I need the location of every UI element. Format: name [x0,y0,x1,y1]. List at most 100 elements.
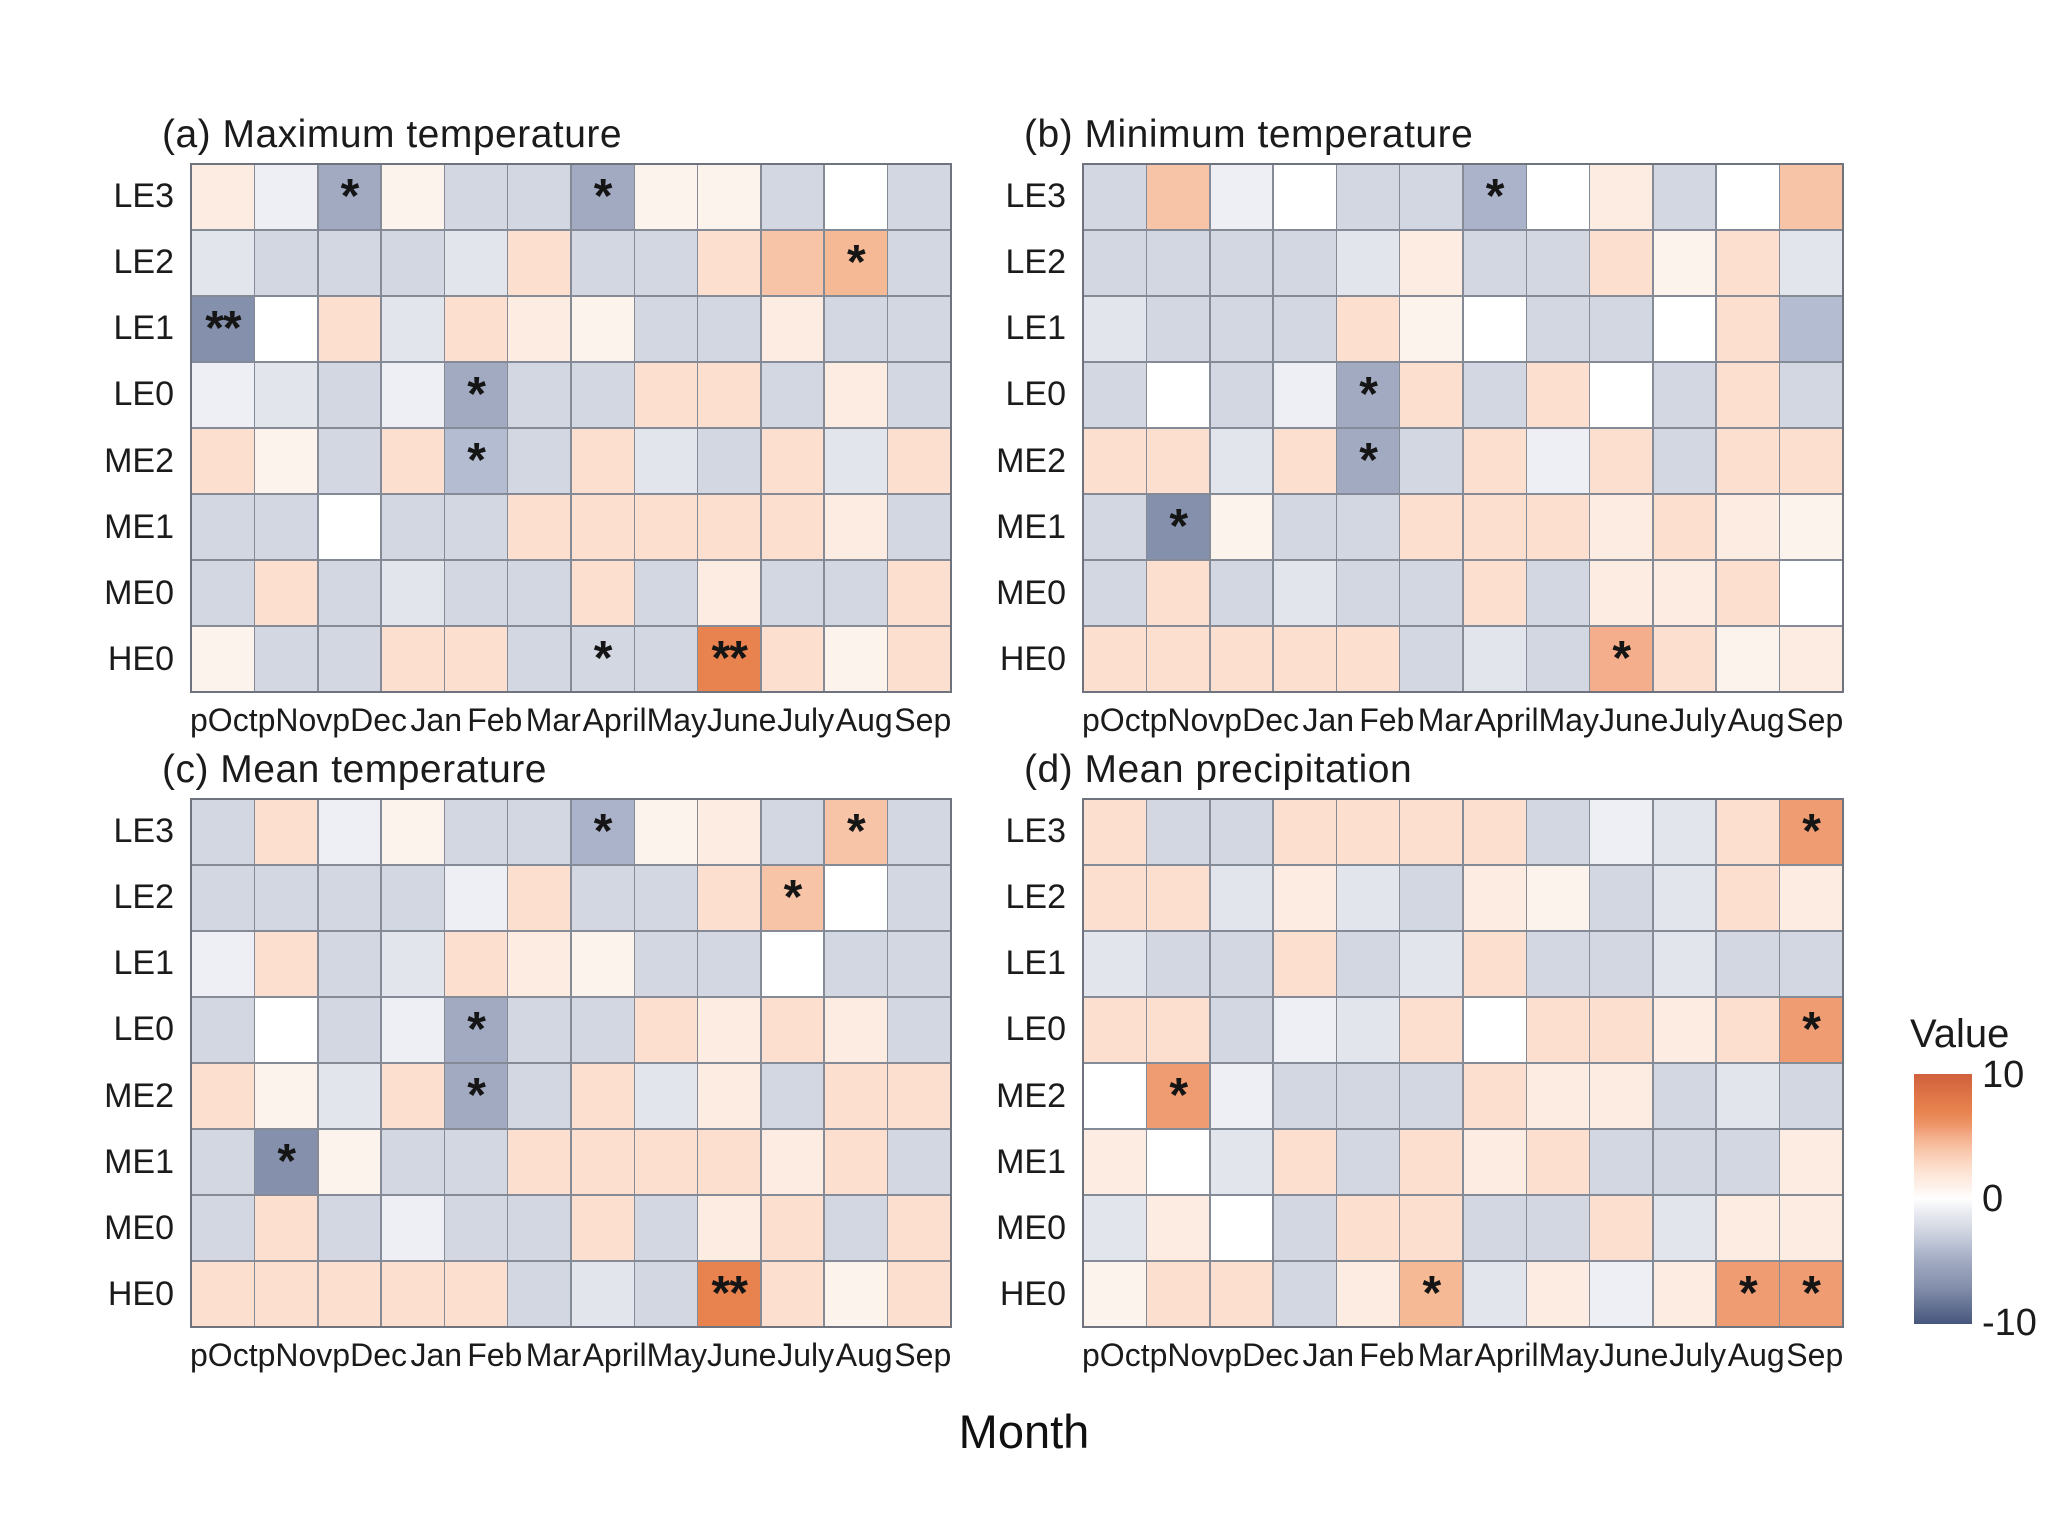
heatmap-cell [1084,1129,1146,1195]
heatmap-cell [1590,362,1653,428]
heatmap-cell [192,865,254,931]
heatmap-cell-significant: * [1590,626,1653,691]
heatmap-cell [1527,165,1589,230]
heatmap-cell [255,165,318,230]
heatmap-cell [1147,560,1210,626]
heatmap-grid-a: * * * ** * * * ** [190,163,952,693]
heatmap-cell [698,931,761,997]
heatmap-cell [255,296,318,362]
row-label: LE2 [113,877,175,916]
month-label: July [777,1336,835,1373]
heatmap-cell [1337,931,1399,997]
heatmap-cell [1273,1195,1336,1261]
heatmap-cell [571,1129,634,1195]
month-label: June [1599,701,1669,738]
heatmap-cell [1147,1129,1210,1195]
heatmap-cell [1653,230,1716,296]
month-label: Mar [525,701,581,738]
heatmap-cell [1716,1129,1779,1195]
heatmap-cell [1463,296,1526,362]
heatmap-cell [445,1261,507,1326]
heatmap-cell [508,230,571,296]
heatmap-cell [318,800,381,865]
heatmap-cell [635,1129,697,1195]
heatmap-cell-significant: * [445,362,507,428]
y-axis-row-labels: LE3 LE2 LE1 LE0 ME2 ME1 ME0 HE0 [996,798,1082,1328]
heatmap-cell [1084,1063,1146,1129]
heatmap-cell-significant: * [1400,1261,1463,1326]
heatmap-cell [1653,865,1716,931]
heatmap-cell [1337,800,1399,865]
month-label: pDec [1224,701,1299,738]
heatmap-cell [381,997,444,1063]
heatmap-cell [1337,296,1399,362]
heatmap-cell [571,1063,634,1129]
heatmap-cell [318,1195,381,1261]
heatmap-cell [1590,230,1653,296]
heatmap-cell [888,165,950,230]
month-label: pOct [190,701,258,738]
heatmap-cell [1273,931,1336,997]
heatmap-cell [1273,1129,1336,1195]
row-label: ME2 [104,441,174,480]
heatmap-cell [1653,494,1716,560]
heatmap-cell [1084,1195,1146,1261]
month-label: Aug [1727,701,1785,738]
heatmap-cell [1400,931,1463,997]
heatmap-cell [1084,362,1146,428]
month-label: Feb [467,1336,523,1373]
x-axis-title: Month [958,1405,1090,1458]
heatmap-cell [1716,931,1779,997]
panel-min-temperature: (b) Minimum temperature LE3 LE2 LE1 LE0 ME2 M… [996,113,1872,753]
row-label: HE0 [999,1275,1066,1314]
month-label: Feb [467,701,523,738]
heatmap-cell [1653,560,1716,626]
heatmap-cell [381,931,444,997]
heatmap-cell [635,296,697,362]
heatmap-cell [1527,626,1589,691]
row-label: ME1 [996,507,1066,546]
heatmap-cell [1210,560,1273,626]
month-label: Mar [1417,1336,1473,1373]
heatmap-cell [1147,165,1210,230]
heatmap-cell [508,362,571,428]
heatmap-cell [381,1129,444,1195]
heatmap-cell [508,626,571,691]
heatmap-cell [1780,1195,1842,1261]
heatmap-cell [824,1261,887,1326]
heatmap-cell [1273,560,1336,626]
heatmap-cell [1463,494,1526,560]
heatmap-cell [1780,1129,1842,1195]
heatmap-cell [1400,1195,1463,1261]
heatmap-cell [1527,428,1589,494]
heatmap-cell [1210,1261,1273,1326]
heatmap-cell [508,1261,571,1326]
heatmap-cell [888,626,950,691]
heatmap-cell [381,362,444,428]
x-axis-month-labels: pOct pNov pDec Jan Feb Mar April May June July Aug… [190,1334,952,1376]
heatmap-cell [1780,230,1842,296]
heatmap-cell [318,494,381,560]
heatmap-cell [318,626,381,691]
heatmap-cell [1084,428,1146,494]
heatmap-cell [635,1063,697,1129]
heatmap-cell [1653,1261,1716,1326]
month-label: May [646,1336,708,1373]
heatmap-cell [1527,800,1589,865]
heatmap-cell [761,428,824,494]
heatmap-cell [1337,230,1399,296]
row-label: ME1 [996,1142,1066,1181]
heatmap-cell [381,428,444,494]
row-label: ME0 [996,1209,1066,1248]
heatmap-cell [1463,362,1526,428]
heatmap-cell [635,1195,697,1261]
heatmap-cell [255,997,318,1063]
panel-title-d: (d) Mean precipitation [1024,748,1413,791]
heatmap-cell [888,296,950,362]
heatmap-cell [255,865,318,931]
month-label: Jan [1302,1336,1355,1373]
month-label: pDec [332,701,407,738]
heatmap-cell [698,1195,761,1261]
heatmap-cell [1590,494,1653,560]
heatmap-cell [1337,626,1399,691]
